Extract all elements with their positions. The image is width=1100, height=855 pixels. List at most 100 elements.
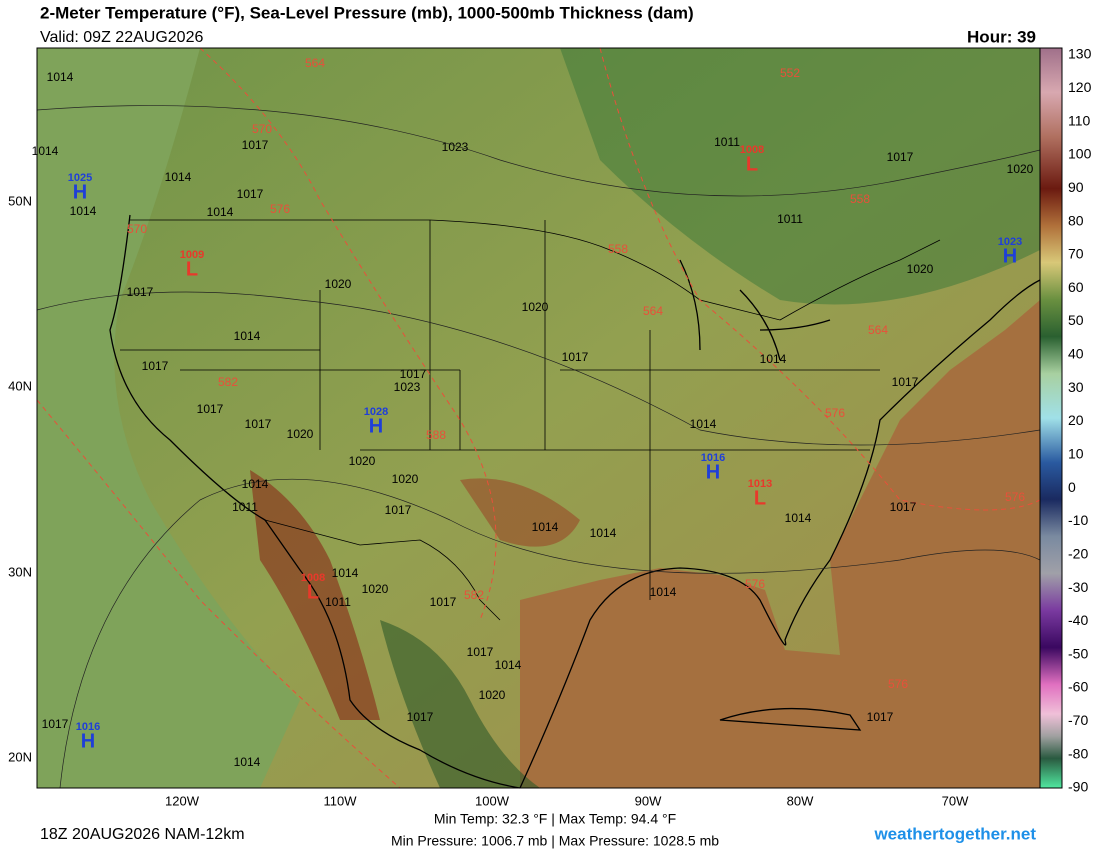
isobar-label: 1017 <box>42 717 69 731</box>
colorbar-tick-label: 10 <box>1068 446 1084 462</box>
pressure-stats: Min Pressure: 1006.7 mb | Max Pressure: … <box>391 833 719 849</box>
isobar-label: 1014 <box>785 511 812 525</box>
isobar-label: 1017 <box>430 595 457 609</box>
isobar-label: 1014 <box>70 204 97 218</box>
state-line <box>120 220 880 600</box>
pressure-center-letter: H <box>369 415 383 437</box>
isobar-label: 1014 <box>650 585 677 599</box>
pressure-center-value: 1016 <box>701 452 725 464</box>
pressure-center-letter: L <box>186 258 198 280</box>
pressure-center-letter: L <box>754 487 766 509</box>
pressure-center-value: 1028 <box>364 406 388 418</box>
coastline <box>719 707 862 731</box>
warm-region <box>250 470 380 720</box>
isobar-label: 1017 <box>892 375 919 389</box>
warm-region <box>460 478 580 547</box>
isobar-label: 1014 <box>590 526 617 540</box>
thickness-label: 570 <box>127 222 147 236</box>
latitude-label: 50N <box>8 193 32 208</box>
isobar-label: 1014 <box>234 329 261 343</box>
isobar-label: 1014 <box>760 352 787 366</box>
thickness-label: 582 <box>464 588 484 602</box>
isobar-label: 1017 <box>400 367 427 381</box>
thickness-label: 576 <box>825 406 845 420</box>
pressure-center-value: 1013 <box>748 478 772 490</box>
pressure-center-letter: H <box>706 461 720 483</box>
cool-region <box>560 48 1040 305</box>
isobar-label: 1017 <box>887 150 914 164</box>
isobar-label: 1017 <box>197 402 224 416</box>
cool-region <box>380 620 540 788</box>
thickness-label: 570 <box>252 122 272 136</box>
thickness-label: 558 <box>850 192 870 206</box>
pressure-center-letter: L <box>307 581 319 603</box>
thickness-line <box>599 47 1041 511</box>
pressure-center-value: 1025 <box>68 172 92 184</box>
thickness-label: 576 <box>888 677 908 691</box>
colorbar-tick-label: 90 <box>1068 179 1084 195</box>
pressure-center-letter: H <box>73 181 87 203</box>
isobar <box>59 478 1041 789</box>
coastline <box>109 214 521 789</box>
colorbar-tick-label: 100 <box>1068 146 1092 162</box>
isobar-label: 1017 <box>237 187 264 201</box>
colorbar-tick-label: -40 <box>1068 612 1088 628</box>
title: 2-Meter Temperature (°F), Sea-Level Pres… <box>40 3 694 22</box>
coastline <box>519 279 1041 789</box>
longitude-label: 120W <box>165 793 200 808</box>
isobar-label: 1011 <box>714 135 740 149</box>
map <box>36 47 1041 789</box>
colorbar-tick-label: 70 <box>1068 246 1084 262</box>
isobar-label: 1020 <box>522 300 549 314</box>
isobar-label: 1020 <box>1007 162 1034 176</box>
thickness-label: 564 <box>305 56 325 70</box>
isobar-label: 1020 <box>362 582 389 596</box>
colorbar-tick-label: 120 <box>1068 79 1092 95</box>
pacific <box>37 48 300 788</box>
isobar-label: 1017 <box>867 710 894 724</box>
longitude-label: 110W <box>324 793 358 808</box>
colorbar-tick-label: 110 <box>1068 112 1091 128</box>
isobar-label: 1011 <box>325 595 351 609</box>
thickness-label: 576 <box>745 577 765 591</box>
site-credit: weathertogether.net <box>873 824 1036 843</box>
colorbar-tick-label: -80 <box>1068 745 1088 761</box>
pressure-center-value: 1008 <box>740 144 764 156</box>
colorbar-tick-label: -90 <box>1068 779 1088 795</box>
isobar-label: 1014 <box>690 417 717 431</box>
colorbar <box>1039 47 1063 789</box>
lakes <box>679 259 831 361</box>
border <box>264 519 501 621</box>
isobar-label: 1020 <box>349 454 376 468</box>
pressure-center-value: 1016 <box>76 721 100 733</box>
model-run: 18Z 20AUG2026 NAM-12km <box>40 826 245 843</box>
thickness-label: 558 <box>608 242 628 256</box>
isobar <box>36 291 1041 446</box>
colorbar-tick-label: -30 <box>1068 579 1088 595</box>
longitude-label: 90W <box>635 793 662 808</box>
isobar-label: 1014 <box>532 520 559 534</box>
isobar-label: 1017 <box>127 285 154 299</box>
colorbar-tick-label: 80 <box>1068 212 1084 228</box>
colorbar-tick-label: 30 <box>1068 379 1084 395</box>
isobar-label: 1014 <box>165 170 192 184</box>
isobar-label: 1017 <box>890 500 917 514</box>
colorbar-tick-label: -10 <box>1068 512 1088 528</box>
thickness-label: 552 <box>780 66 800 80</box>
latitude-label: 40N <box>8 378 32 393</box>
colorbar-tick-label: 40 <box>1068 346 1084 362</box>
isobar-label: 1014 <box>207 205 234 219</box>
forecast-hour: Hour: 39 <box>967 27 1036 46</box>
isobar-label: 1014 <box>332 566 359 580</box>
thickness-label: 582 <box>218 375 238 389</box>
pressure-center-letter: L <box>746 153 758 175</box>
isobar-label: 1017 <box>245 417 272 431</box>
colorbar-tick-label: 20 <box>1068 412 1084 428</box>
isobar <box>36 105 1041 197</box>
thickness-line <box>199 47 497 621</box>
thickness-line <box>36 399 401 789</box>
isobar-label: 1014 <box>32 144 59 158</box>
pressure-center-value: 1008 <box>301 572 325 584</box>
atlantic-gulf <box>520 300 1040 788</box>
thickness-label: 564 <box>868 323 888 337</box>
